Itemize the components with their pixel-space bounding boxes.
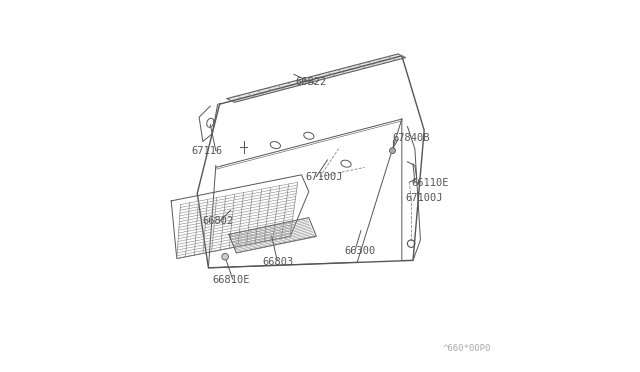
Text: 66110E: 66110E — [411, 178, 449, 188]
Circle shape — [390, 148, 396, 154]
Text: 66300: 66300 — [344, 246, 376, 256]
Text: 66802: 66802 — [203, 217, 234, 226]
Text: 66803: 66803 — [262, 257, 294, 266]
Text: 67100J: 67100J — [305, 173, 342, 182]
Text: ^660*00P0: ^660*00P0 — [443, 344, 491, 353]
Text: 66810E: 66810E — [212, 275, 250, 285]
Polygon shape — [227, 54, 406, 102]
Text: 66B22: 66B22 — [296, 77, 327, 87]
Circle shape — [222, 253, 228, 260]
Text: 67116: 67116 — [191, 146, 223, 155]
Text: 67100J: 67100J — [406, 193, 443, 203]
Text: 67840B: 67840B — [392, 133, 430, 142]
